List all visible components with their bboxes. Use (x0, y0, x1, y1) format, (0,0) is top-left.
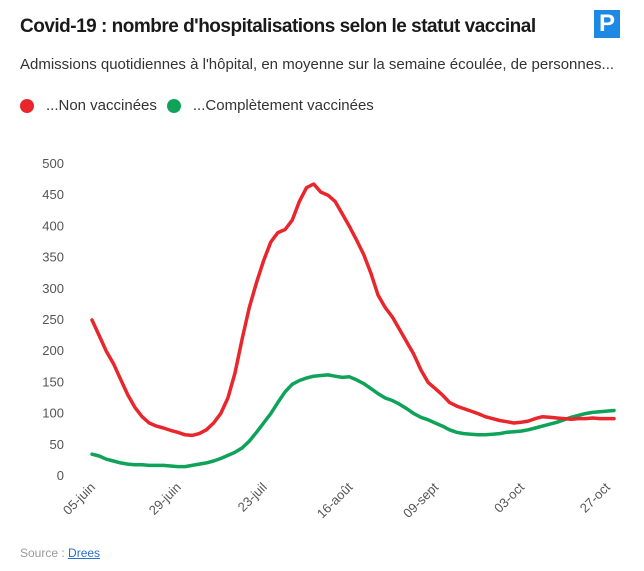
source-prefix: Source : (20, 546, 69, 560)
x-tick-label: 29-juin (146, 480, 184, 518)
source-note: Source : Drees (20, 546, 100, 560)
legend-item-fully-vaccinated: ...Complètement vaccinées (166, 97, 374, 114)
legend-item-non-vaccinated: ...Non vaccinées (20, 97, 157, 114)
chart-lines (90, 182, 616, 469)
y-tick-label: 0 (57, 468, 64, 483)
x-tick-label: 27-oct (577, 479, 613, 515)
line-chart: 0 50 100 150 200 250 300 350 400 450 500 05-juin 29… (42, 156, 616, 521)
source-link[interactable]: Drees (68, 546, 101, 560)
y-tick-label: 400 (42, 218, 64, 233)
y-tick-label: 450 (42, 187, 64, 202)
y-tick-label: 250 (42, 312, 64, 327)
x-tick-label: 16-août (314, 479, 356, 521)
y-tick-label: 200 (42, 343, 64, 358)
parisien-logo: P (594, 10, 620, 38)
legend-label-fully-vaccinated: ...Complètement vaccinées (192, 97, 374, 114)
chart-legend: ...Non vaccinées ...Complètement vacciné… (20, 97, 384, 114)
x-tick-label: 09-sept (400, 479, 442, 521)
x-axis: 05-juin 29-juin 23-juil 16-août 09-sept 03-oc… (60, 479, 613, 521)
y-tick-label: 150 (42, 374, 64, 389)
y-tick-label: 300 (42, 281, 64, 296)
y-tick-label: 100 (42, 406, 64, 421)
legend-label-non-vaccinated: ...Non vaccinées (46, 97, 157, 114)
y-tick-label: 50 (50, 437, 64, 452)
y-tick-label: 500 (42, 156, 64, 171)
chart-subtitle: Admissions quotidiennes à l'hôpital, en … (20, 56, 615, 73)
y-tick-label: 350 (42, 250, 64, 265)
y-axis: 0 50 100 150 200 250 300 350 400 450 500 (42, 156, 64, 483)
legend-dot-green-icon (166, 98, 181, 113)
series-line-non-vaccinated (90, 182, 616, 438)
x-tick-label: 23-juil (235, 479, 270, 514)
chart-title: Covid-19 : nombre d'hospitalisations sel… (20, 16, 536, 37)
series-line-fully-vaccinated (90, 373, 616, 469)
legend-dot-red-icon (20, 98, 34, 113)
x-tick-label: 03-oct (491, 479, 527, 515)
x-tick-label: 05-juin (60, 480, 98, 518)
